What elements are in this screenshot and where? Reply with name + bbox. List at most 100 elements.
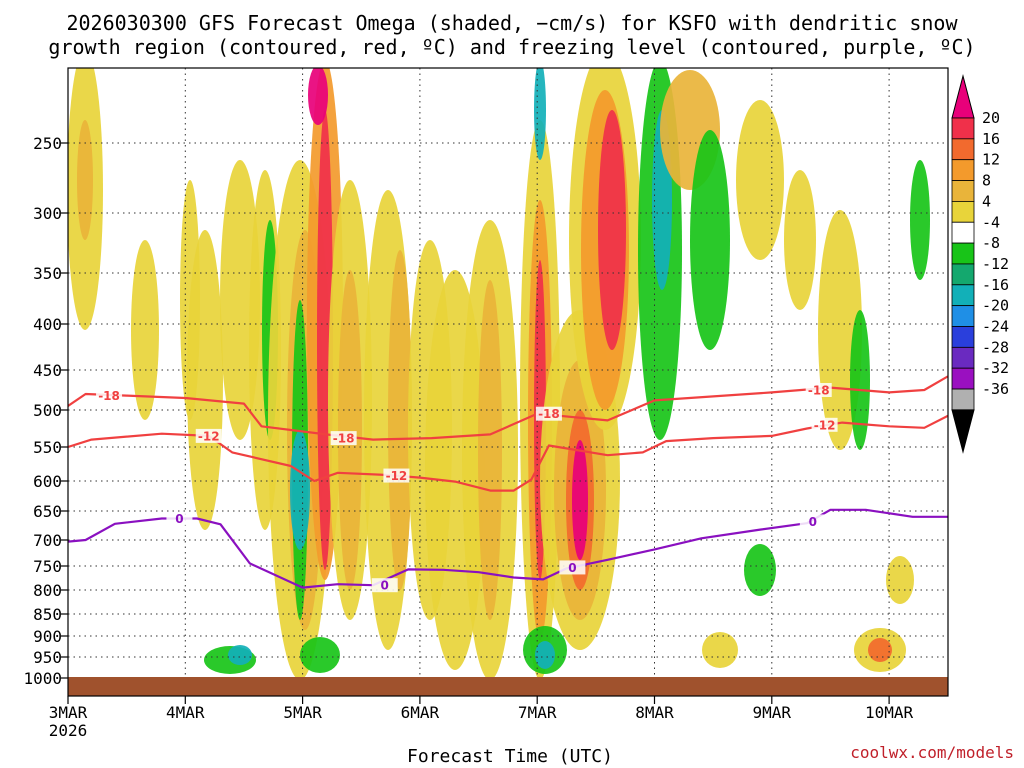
omega-shade-region bbox=[290, 430, 310, 550]
colorbar-swatch bbox=[951, 242, 975, 265]
omega-shade-region bbox=[886, 556, 914, 604]
y-tick-label: 850 bbox=[33, 605, 62, 624]
y-tick-label: 600 bbox=[33, 472, 62, 491]
y-tick-label: 300 bbox=[33, 204, 62, 223]
y-tick-label: 750 bbox=[33, 557, 62, 576]
y-tick-label: 450 bbox=[33, 361, 62, 380]
contour-label-bg bbox=[811, 417, 838, 432]
y-tick-label: 500 bbox=[33, 401, 62, 420]
omega-shade-region bbox=[338, 270, 362, 590]
colorbar-tick-label: 8 bbox=[982, 172, 991, 190]
colorbar-swatch bbox=[951, 159, 975, 181]
colorbar-tick-label: -32 bbox=[982, 359, 1009, 377]
colorbar-swatch bbox=[951, 180, 975, 202]
contour-label: -12 bbox=[814, 418, 836, 432]
contour-label: 0 bbox=[809, 515, 817, 529]
colorbar-swatch bbox=[951, 346, 975, 369]
omega-shade-region bbox=[868, 638, 892, 662]
omega-shade-region bbox=[308, 68, 328, 125]
omega-shade-region bbox=[598, 110, 626, 350]
omega-shade-region bbox=[187, 230, 223, 530]
y-tick-label: 700 bbox=[33, 531, 62, 550]
omega-shade-region bbox=[910, 160, 930, 280]
contour-label: 0 bbox=[568, 561, 576, 575]
contour-label-bg bbox=[383, 468, 410, 483]
colorbar-tick-label: -8 bbox=[982, 234, 1000, 252]
omega-shade-region bbox=[784, 170, 816, 310]
contour-label: -18 bbox=[538, 407, 560, 421]
x-tick-label: 8MAR bbox=[635, 703, 674, 722]
chart-title-line-1: 2026030300 GFS Forecast Omega (shaded, −… bbox=[66, 11, 958, 35]
chart-title-line-2: growth region (contoured, red, ºC) and f… bbox=[48, 35, 975, 59]
colorbar-swatch bbox=[951, 367, 975, 390]
x-tick-label: 10MAR bbox=[865, 703, 914, 722]
colorbar-swatch bbox=[951, 388, 975, 411]
y-axis: 250 300 350 400 450 500 550 600 650 700 750 800 850 9… bbox=[23, 134, 68, 688]
y-tick-label: 900 bbox=[33, 627, 62, 646]
contour-label: -18 bbox=[808, 384, 830, 398]
contour-label: -12 bbox=[386, 469, 408, 483]
colorbar-tick-label: -16 bbox=[982, 276, 1009, 294]
colorbar-swatch bbox=[951, 326, 975, 348]
contour-label: 0 bbox=[381, 579, 389, 593]
y-tick-label: 650 bbox=[33, 502, 62, 521]
omega-shade-region bbox=[131, 240, 159, 420]
omega-shade-region bbox=[478, 280, 502, 620]
ground-terrain bbox=[68, 677, 948, 696]
x-tick-label: 7MAR bbox=[518, 703, 557, 722]
omega-shade-region bbox=[300, 637, 340, 673]
y-tick-label: 550 bbox=[33, 438, 62, 457]
contour-label-bg bbox=[805, 383, 832, 397]
colorbar-tick-label: -20 bbox=[982, 297, 1009, 315]
y-tick-label: 800 bbox=[33, 581, 62, 600]
colorbar-tick-label: -4 bbox=[982, 213, 1000, 231]
y-tick-label: 400 bbox=[33, 315, 62, 334]
x-tick-label: 6MAR bbox=[401, 703, 440, 722]
contour-label-bg bbox=[559, 560, 586, 575]
plot-frame bbox=[67, 67, 949, 697]
credit-text: coolwx.com/models bbox=[850, 743, 1014, 762]
omega-shade-region bbox=[77, 120, 93, 240]
omega-shade-region bbox=[850, 310, 870, 450]
omega-shade-region bbox=[702, 632, 738, 668]
contour-label-bg bbox=[166, 511, 193, 526]
x-tick-label: 3MAR bbox=[49, 703, 88, 722]
y-tick-label: 1000 bbox=[23, 669, 62, 688]
omega-shade-region bbox=[388, 250, 412, 590]
colorbar-tick-label: 16 bbox=[982, 130, 1000, 148]
colorbar-top-arrow bbox=[951, 74, 975, 119]
contour-minus-18 bbox=[68, 375, 948, 441]
colorbar-swatch bbox=[951, 305, 975, 327]
colorbar-swatch bbox=[951, 263, 975, 286]
x-tick-label: 9MAR bbox=[753, 703, 792, 722]
omega-shade-region bbox=[534, 68, 546, 160]
contour-minus-12 bbox=[68, 414, 948, 492]
contour-label: -18 bbox=[333, 432, 355, 446]
omega-shade-region bbox=[572, 440, 588, 560]
colorbar: 20 16 12 8 4 -4 -8 -12 -16 -20 -24 -28 -32 -36 bbox=[951, 74, 1009, 454]
y-tick-label: 250 bbox=[33, 134, 62, 153]
y-tick-label: 350 bbox=[33, 264, 62, 283]
colorbar-tick-label: -12 bbox=[982, 255, 1009, 273]
contour-label-bg bbox=[535, 406, 562, 421]
colorbar-tick-label: -24 bbox=[982, 318, 1009, 336]
contour-label-bg bbox=[96, 388, 123, 403]
colorbar-tick-label: 20 bbox=[982, 109, 1000, 127]
colorbar-swatch bbox=[951, 284, 975, 307]
x-tick-label: 4MAR bbox=[166, 703, 205, 722]
contour-label-bg bbox=[195, 428, 222, 443]
x-tick-label: 5MAR bbox=[283, 703, 322, 722]
colorbar-swatch bbox=[951, 200, 975, 223]
colorbar-swatch bbox=[951, 221, 975, 244]
contour-label: -18 bbox=[98, 389, 120, 403]
contour-label-bg bbox=[799, 514, 826, 529]
omega-shade-region bbox=[0, 70, 45, 410]
omega-shading bbox=[0, 68, 930, 680]
colorbar-tick-label: -36 bbox=[982, 380, 1009, 398]
colorbar-bottom-arrow bbox=[951, 409, 975, 454]
colorbar-swatch bbox=[951, 138, 975, 161]
colorbar-tick-label: 4 bbox=[982, 192, 991, 210]
colorbar-tick-label: 12 bbox=[982, 151, 1000, 169]
omega-shade-region bbox=[535, 641, 555, 669]
